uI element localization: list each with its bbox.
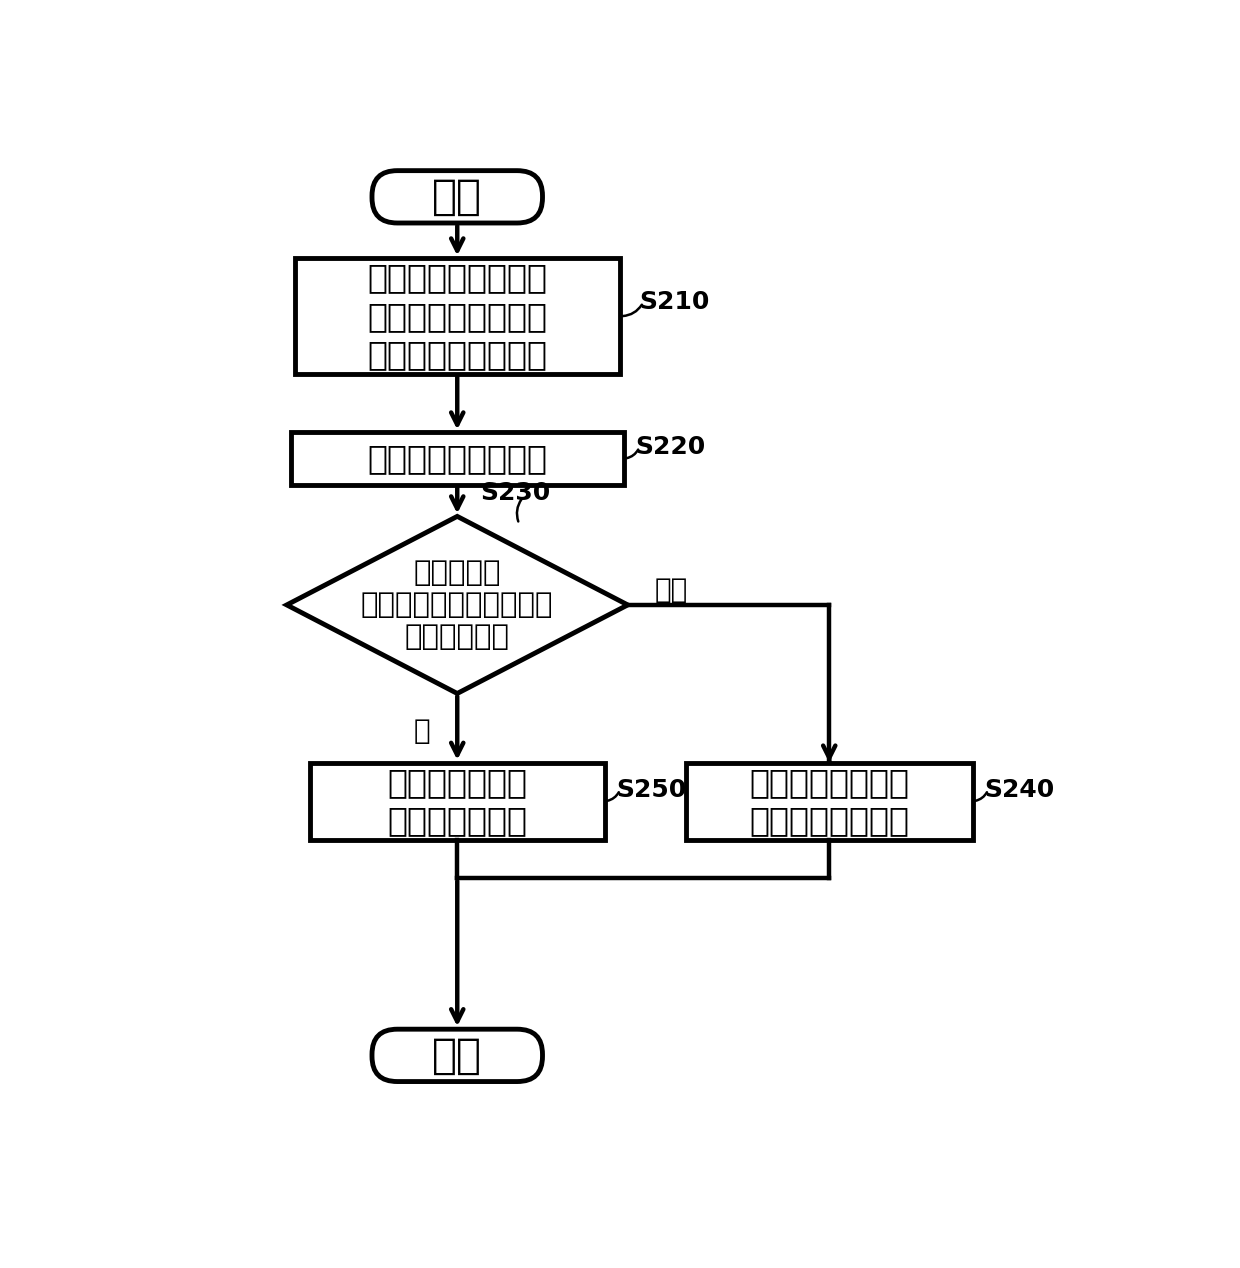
Text: S250: S250 (616, 777, 687, 801)
Bar (295, 259, 620, 374)
Text: 在降落到固定杆上的
状态下，拍摄已经设
定的拍摄范围的图像: 在降落到固定杆上的 状态下，拍摄已经设 定的拍摄范围的图像 (367, 261, 547, 370)
Bar (290, 432, 624, 484)
Text: 被追踪拍摄
对象是否脱离了已经设定
的拍摄范围？: 被追踪拍摄 对象是否脱离了已经设定 的拍摄范围？ (361, 558, 553, 652)
Text: 结束: 结束 (433, 1035, 482, 1077)
Text: 开始: 开始 (433, 176, 482, 218)
Bar (686, 763, 972, 839)
Text: 确定被追踪拍摄对象: 确定被追踪拍摄对象 (367, 443, 547, 476)
Text: S230: S230 (481, 482, 551, 505)
Bar (310, 763, 605, 839)
Text: S210: S210 (640, 290, 709, 314)
FancyBboxPatch shape (372, 171, 543, 223)
Polygon shape (286, 516, 627, 694)
Text: S220: S220 (635, 435, 706, 459)
Text: 是: 是 (414, 716, 430, 744)
Text: 不是: 不是 (655, 576, 688, 604)
Text: S240: S240 (985, 777, 1054, 801)
Text: 对被追踪拍摄对
象进行追踪拍摄: 对被追踪拍摄对 象进行追踪拍摄 (387, 766, 527, 837)
FancyBboxPatch shape (372, 1030, 543, 1082)
Text: 继续拍摄已经设定
的拍摄范围的图像: 继续拍摄已经设定 的拍摄范围的图像 (749, 766, 909, 837)
